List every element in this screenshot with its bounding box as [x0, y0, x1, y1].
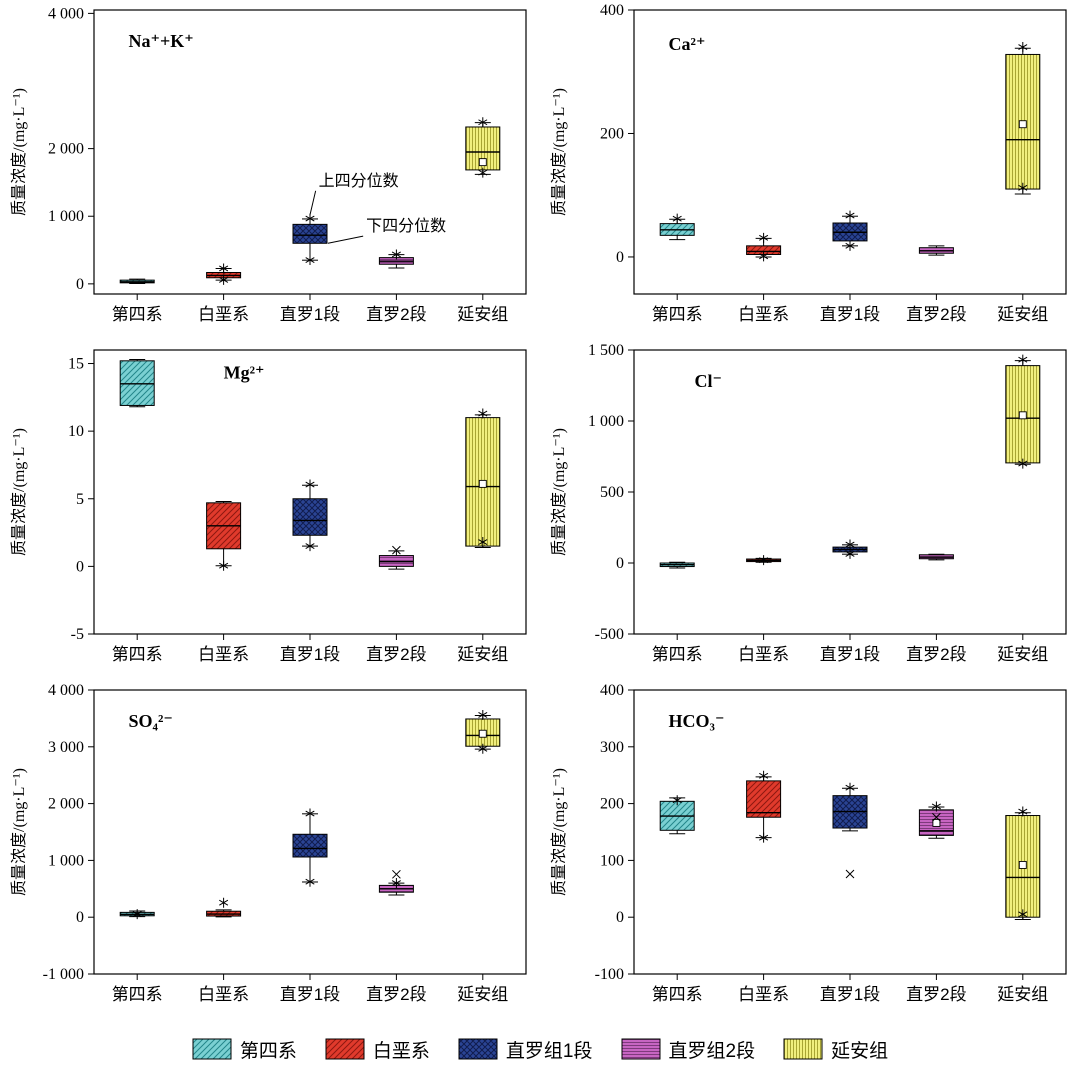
svg-text:1 500: 1 500	[588, 342, 624, 359]
svg-text:白垩系: 白垩系	[198, 985, 249, 1004]
svg-text:白垩系: 白垩系	[738, 305, 789, 324]
svg-text:2 000: 2 000	[48, 141, 84, 158]
svg-text:下四分位数: 下四分位数	[366, 217, 446, 235]
svg-text:1 000: 1 000	[48, 852, 84, 869]
legend-swatch-zhiluo1-icon	[458, 1038, 498, 1060]
svg-text:质量浓度/(mg·L⁻¹): 质量浓度/(mg·L⁻¹)	[10, 88, 28, 216]
svg-text:直罗2段: 直罗2段	[906, 305, 966, 324]
chart-ca: 0 200 400 第四系 白垩系 直罗1段 直罗2段 延安组 质量浓度/(mg·L⁻¹) Ca²…	[550, 2, 1067, 324]
svg-text:SO₄²⁻: SO₄²⁻	[129, 711, 173, 731]
svg-text:1 000: 1 000	[588, 413, 624, 430]
svg-text:0: 0	[76, 558, 84, 575]
svg-text:0: 0	[76, 276, 84, 293]
chart-mg: -5 0 5 10 15 第四系 白垩系 直罗1段 直罗2段 延安组 质量浓度/(mg·L⁻¹) Mg…	[10, 349, 527, 664]
svg-text:200: 200	[600, 125, 624, 142]
svg-text:Mg²⁺: Mg²⁺	[224, 362, 265, 382]
svg-text:上四分位数: 上四分位数	[319, 172, 399, 190]
svg-text:-1 000: -1 000	[43, 966, 84, 983]
legend-label-zhiluo1: 直罗组1段	[505, 1040, 593, 1062]
svg-text:第四系: 第四系	[652, 645, 703, 664]
svg-text:4 000: 4 000	[48, 5, 84, 22]
svg-text:白垩系: 白垩系	[198, 645, 249, 664]
legend-swatch-cretaceous-icon	[325, 1038, 365, 1060]
legend-swatch-yanan-icon	[783, 1038, 823, 1060]
svg-text:300: 300	[600, 739, 624, 756]
legend-item-zhiluo1: 直罗组1段	[458, 1036, 593, 1063]
svg-text:Cl⁻: Cl⁻	[694, 371, 722, 391]
svg-text:白垩系: 白垩系	[198, 305, 249, 324]
svg-text:白垩系: 白垩系	[738, 985, 789, 1004]
svg-text:第四系: 第四系	[652, 985, 703, 1004]
legend-swatch-zhiluo2-icon	[621, 1038, 660, 1060]
svg-text:-5: -5	[71, 626, 84, 643]
svg-text:直罗1段: 直罗1段	[820, 305, 880, 324]
svg-text:Na⁺+K⁺: Na⁺+K⁺	[129, 31, 194, 51]
svg-text:500: 500	[600, 484, 624, 501]
svg-text:100: 100	[600, 852, 624, 869]
svg-text:质量浓度/(mg·L⁻¹): 质量浓度/(mg·L⁻¹)	[550, 428, 568, 556]
svg-text:直罗2段: 直罗2段	[366, 985, 426, 1004]
svg-text:第四系: 第四系	[112, 645, 163, 664]
svg-text:15: 15	[68, 356, 84, 373]
svg-text:延安组: 延安组	[457, 305, 508, 324]
svg-text:10: 10	[68, 423, 84, 440]
chart-na-k: 0 1 000 2 000 4 000 第四系 白垩系 直罗1段 直罗2段 延安组 质量浓度/(m…	[10, 5, 527, 324]
legend-item-quaternary: 第四系	[192, 1036, 297, 1063]
legend-item-cretaceous: 白垩系	[325, 1036, 430, 1063]
svg-text:直罗1段: 直罗1段	[280, 645, 340, 664]
svg-text:5: 5	[76, 491, 84, 508]
svg-text:直罗1段: 直罗1段	[280, 305, 340, 324]
svg-text:3 000: 3 000	[48, 739, 84, 756]
svg-text:第四系: 第四系	[112, 305, 163, 324]
svg-text:直罗2段: 直罗2段	[906, 985, 966, 1004]
legend-label-yanan: 延安组	[831, 1040, 889, 1062]
svg-text:直罗1段: 直罗1段	[280, 985, 340, 1004]
svg-text:直罗2段: 直罗2段	[366, 305, 426, 324]
svg-text:0: 0	[616, 249, 624, 266]
legend-label-cretaceous: 白垩系	[372, 1040, 430, 1062]
svg-text:直罗2段: 直罗2段	[366, 645, 426, 664]
svg-text:延安组: 延安组	[997, 645, 1048, 664]
chart-hco3: -100 0 100 200 300 400 第四系 白垩系 直罗1段 直罗2段 延安组 质量浓度/(…	[550, 682, 1067, 1004]
svg-text:2 000: 2 000	[48, 796, 84, 813]
svg-text:质量浓度/(mg·L⁻¹): 质量浓度/(mg·L⁻¹)	[550, 88, 568, 216]
legend-item-yanan: 延安组	[783, 1036, 888, 1063]
chart-so4: -1 000 0 1 000 2 000 3 000 4 000 第四系 白垩系 直罗1段 直罗2…	[10, 682, 527, 1004]
svg-text:-500: -500	[595, 626, 624, 643]
svg-text:质量浓度/(mg·L⁻¹): 质量浓度/(mg·L⁻¹)	[10, 768, 28, 896]
svg-text:1 000: 1 000	[48, 208, 84, 225]
svg-text:0: 0	[76, 909, 84, 926]
svg-text:质量浓度/(mg·L⁻¹): 质量浓度/(mg·L⁻¹)	[10, 428, 28, 556]
svg-text:第四系: 第四系	[112, 985, 163, 1004]
legend-label-zhiluo2: 直罗组2段	[668, 1040, 756, 1062]
svg-text:延安组: 延安组	[997, 985, 1048, 1004]
svg-text:4 000: 4 000	[48, 682, 84, 699]
svg-text:白垩系: 白垩系	[738, 645, 789, 664]
svg-text:第四系: 第四系	[652, 305, 703, 324]
svg-text:延安组: 延安组	[457, 645, 508, 664]
svg-text:400: 400	[600, 682, 624, 699]
legend-item-zhiluo2: 直罗组2段	[621, 1036, 756, 1063]
svg-text:直罗1段: 直罗1段	[820, 985, 880, 1004]
svg-text:直罗1段: 直罗1段	[820, 645, 880, 664]
svg-text:400: 400	[600, 2, 624, 19]
svg-text:直罗2段: 直罗2段	[906, 645, 966, 664]
legend-label-quaternary: 第四系	[239, 1040, 297, 1062]
svg-text:延安组: 延安组	[457, 985, 508, 1004]
chart-cl: -500 0 500 1 000 1 500 第四系 白垩系 直罗1段 直罗2段 延安组 质量浓度/…	[550, 342, 1067, 664]
svg-text:200: 200	[600, 796, 624, 813]
svg-text:-100: -100	[595, 966, 624, 983]
svg-text:HCO₃⁻: HCO₃⁻	[669, 711, 725, 731]
svg-text:延安组: 延安组	[997, 305, 1048, 324]
svg-text:Ca²⁺: Ca²⁺	[669, 34, 706, 54]
legend-swatch-quaternary-icon	[192, 1038, 232, 1060]
svg-text:0: 0	[616, 909, 624, 926]
svg-text:质量浓度/(mg·L⁻¹): 质量浓度/(mg·L⁻¹)	[550, 768, 568, 896]
legend: 第四系 白垩系 直罗组1段 直罗组2段 延安组	[0, 1020, 1080, 1078]
svg-text:0: 0	[616, 555, 624, 572]
